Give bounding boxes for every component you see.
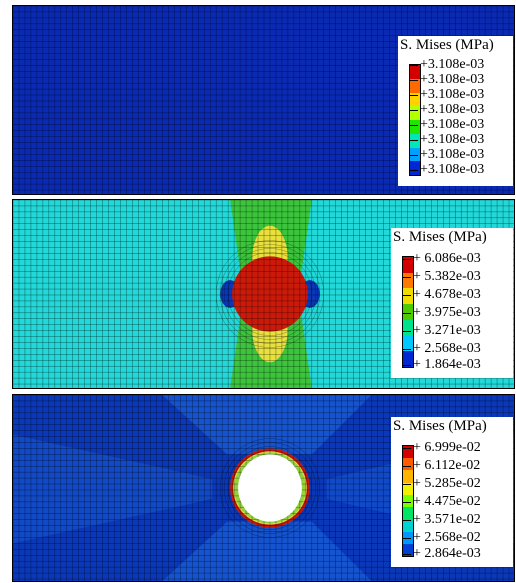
legend-1: S. Mises (MPa) +3.108e-03 +3.108e-03 +3.…	[398, 36, 513, 186]
legend-value: + 5.382e-03	[403, 269, 481, 284]
legend-value: + 1.864e-03	[403, 357, 481, 372]
color-bar-segment	[403, 470, 413, 483]
legend-value: +3.108e-03	[409, 132, 485, 147]
color-bar-segment	[410, 106, 420, 120]
legend-value: + 2.568e-02	[403, 530, 481, 545]
stress-panel-1: S. Mises (MPa) +3.108e-03 +3.108e-03 +3.…	[12, 5, 515, 195]
color-bar-segment	[403, 335, 413, 352]
legend-value: + 3.975e-03	[403, 305, 481, 320]
legend-title: S. Mises (MPa)	[400, 37, 494, 53]
mesh-ring	[223, 442, 317, 534]
legend-value: +3.108e-03	[409, 117, 485, 132]
legend-value: + 6.999e-02	[403, 440, 481, 455]
central-hole	[238, 454, 302, 522]
mid-blue-region-left	[13, 434, 213, 544]
legend-value: + 6.112e-02	[402, 458, 481, 473]
legend-value: +3.108e-03	[409, 87, 485, 102]
stress-panel-3: S. Mises (MPa) + 6.999e-02 + 6.112e-02 +…	[12, 394, 515, 582]
legend-title: S. Mises (MPa)	[393, 418, 487, 434]
legend-value: + 4.678e-03	[403, 287, 481, 302]
legend-value: + 3.271e-03	[403, 323, 481, 338]
color-bar-segment	[403, 507, 413, 520]
legend-value: +3.108e-03	[409, 72, 485, 87]
color-bar-segment	[403, 494, 413, 508]
color-bar-segment	[403, 519, 413, 532]
mesh-field-2	[13, 200, 514, 388]
color-bar-segment	[403, 319, 413, 336]
legend-3: S. Mises (MPa) + 6.999e-02 + 6.112e-02 +…	[391, 417, 513, 567]
legend-value: +3.108e-03	[409, 147, 485, 162]
color-bar	[402, 256, 414, 368]
legend-value: + 2.864e-03	[403, 546, 481, 561]
color-bar-segment	[403, 531, 413, 544]
legend-value: + 3.571e-02	[403, 512, 481, 527]
legend-value: + 5.285e-02	[403, 476, 481, 491]
color-bar-segment	[403, 543, 413, 556]
legend-title: S. Mises (MPa)	[393, 229, 487, 245]
legend-2: S. Mises (MPa) + 6.086e-03 + 5.382e-03 +…	[391, 228, 513, 378]
color-bar-segment	[403, 446, 413, 459]
color-bar	[402, 445, 414, 557]
mesh-ring	[231, 450, 309, 526]
legend-value: + 6.086e-03	[403, 251, 481, 266]
legend-value: + 2.568e-03	[403, 341, 481, 356]
color-bar-segment	[403, 482, 413, 495]
color-bar-segment	[403, 458, 413, 471]
color-bar-segment	[410, 120, 420, 134]
mesh-ring	[227, 252, 313, 336]
mesh-ring	[219, 438, 321, 538]
color-bar-segment	[410, 161, 420, 175]
color-bar-segment	[403, 272, 413, 289]
mid-blue-region-bottom	[162, 521, 372, 581]
legend-value: +3.108e-03	[409, 162, 485, 177]
color-bar-segment	[403, 351, 413, 367]
mesh-ring	[227, 446, 313, 530]
color-bar-segment	[410, 92, 420, 107]
mesh-ring	[223, 248, 317, 340]
legend-value: +3.108e-03	[409, 102, 485, 117]
color-bar-segment	[403, 304, 413, 320]
mesh-ring	[215, 240, 325, 348]
color-bar-segment	[410, 65, 420, 79]
color-bar-segment	[403, 288, 413, 305]
mesh-ring	[219, 244, 321, 344]
legend-value: +3.108e-03	[409, 57, 485, 72]
color-bar-segment	[410, 78, 420, 93]
color-bar-segment	[410, 147, 420, 162]
stress-panel-2: S. Mises (MPa) + 6.086e-03 + 5.382e-03 +…	[12, 199, 515, 389]
color-bar-segment	[403, 257, 413, 273]
legend-value: + 4.475e-02	[403, 494, 481, 509]
